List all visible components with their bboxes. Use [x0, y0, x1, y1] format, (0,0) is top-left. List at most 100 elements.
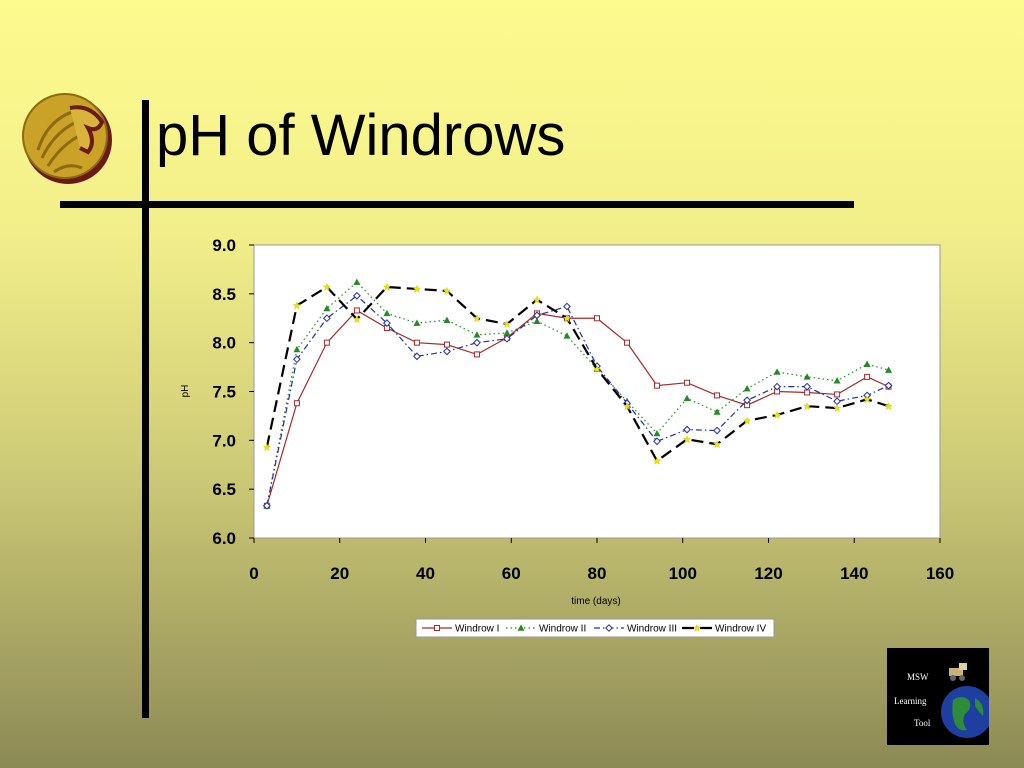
- data-point: [262, 443, 271, 452]
- series-layer: [262, 278, 893, 510]
- legend-item: Windrow IV: [682, 624, 766, 635]
- data-point: [885, 366, 893, 373]
- data-point: [472, 314, 481, 323]
- data-point: [653, 429, 661, 437]
- data-point: [383, 319, 391, 328]
- legend-item: Windrow I: [422, 624, 499, 635]
- data-point: [592, 364, 602, 373]
- data-point: [442, 286, 451, 295]
- data-point: [443, 341, 450, 348]
- data-point: [743, 384, 751, 392]
- data-point: [382, 282, 391, 291]
- pegasus-logo-icon: [22, 93, 112, 184]
- data-point: [533, 311, 541, 320]
- y-tick-label: 6.5: [212, 480, 236, 499]
- data-point: [654, 382, 661, 389]
- data-point: [684, 379, 691, 386]
- legend-label: Windrow II: [539, 624, 586, 635]
- data-point: [803, 382, 811, 391]
- data-point: [383, 309, 391, 317]
- data-point: [803, 402, 812, 411]
- data-point: [743, 416, 752, 425]
- series-line: [265, 285, 889, 463]
- data-point: [713, 408, 721, 415]
- data-point: [503, 334, 511, 343]
- legend-item: Windrow III: [594, 624, 677, 635]
- data-point: [863, 360, 871, 367]
- data-point: [443, 316, 451, 324]
- data-point: [473, 331, 481, 338]
- legend-swatch-marker: [434, 625, 440, 631]
- data-point: [353, 307, 360, 314]
- data-point: [714, 392, 721, 399]
- x-axis: 0 20 40 60 80 100 120 140 160: [249, 538, 954, 583]
- data-point: [683, 394, 691, 402]
- data-point: [653, 456, 662, 465]
- x-tick-label: 140: [840, 564, 868, 583]
- y-axis-label: pH: [180, 385, 191, 398]
- series-4: [262, 282, 893, 465]
- data-point: [412, 284, 421, 293]
- data-point: [594, 315, 600, 322]
- y-tick-label: 7.0: [212, 431, 236, 450]
- vertical-rule: [142, 100, 149, 718]
- y-tick-label: 8.0: [212, 334, 236, 353]
- series-line: [266, 281, 889, 506]
- data-point: [713, 440, 722, 449]
- x-tick-label: 60: [502, 564, 521, 583]
- y-axis: 6.0 6.5 7.0 7.5 8.0 8.5 9.0: [212, 236, 254, 548]
- legend-swatch-marker: [692, 623, 702, 632]
- data-point: [443, 347, 451, 356]
- data-point: [833, 404, 842, 412]
- data-point: [884, 402, 893, 411]
- data-point: [884, 381, 893, 390]
- legend-swatch-marker: [605, 624, 613, 632]
- legend: Windrow I Windrow II Windrow III Windrow IV: [415, 618, 775, 638]
- data-point: [502, 320, 511, 329]
- series-line: [266, 309, 889, 506]
- data-point: [773, 368, 781, 375]
- data-point: [563, 332, 571, 339]
- data-point: [683, 435, 692, 444]
- legend-item: Windrow II: [506, 624, 586, 635]
- data-point: [413, 319, 421, 326]
- y-tick-label: 9.0: [212, 236, 236, 255]
- badge-line-1: MSW: [907, 672, 929, 682]
- data-point: [413, 339, 420, 346]
- data-point: [532, 295, 541, 304]
- x-tick-label: 100: [669, 564, 697, 583]
- data-point: [743, 396, 751, 405]
- data-point: [473, 351, 480, 358]
- data-point: [322, 282, 331, 291]
- data-point: [773, 410, 782, 419]
- series-line: [266, 295, 889, 506]
- data-point: [713, 426, 721, 435]
- data-point: [352, 291, 361, 300]
- x-tick-label: 40: [416, 564, 435, 583]
- x-tick-label: 0: [249, 564, 258, 583]
- legend-swatch-marker: [517, 624, 525, 631]
- data-point: [683, 425, 691, 434]
- data-point: [804, 389, 811, 396]
- data-point: [562, 314, 572, 323]
- msw-learning-tool-badge: MSW Learning Tool: [887, 648, 989, 745]
- slide-title: pH of Windrows: [156, 103, 566, 168]
- data-point: [292, 355, 301, 364]
- data-point: [322, 314, 331, 323]
- data-point: [323, 304, 331, 312]
- x-tick-label: 20: [330, 564, 349, 583]
- data-point: [262, 501, 271, 510]
- badge-line-3: Tool: [914, 718, 931, 728]
- x-tick-label: 160: [926, 564, 954, 583]
- data-point: [292, 301, 301, 310]
- legend-label: Windrow IV: [715, 624, 766, 635]
- x-tick-label: 120: [754, 564, 782, 583]
- data-point: [473, 338, 481, 347]
- ph-line-chart: 6.0 6.5 7.0 7.5 8.0 8.5 9.0 0 20 40 60 80 100 120 140…: [180, 236, 954, 638]
- data-point: [653, 437, 661, 446]
- badge-line-2: Learning: [894, 696, 927, 706]
- x-tick-label: 80: [588, 564, 607, 583]
- legend-label: Windrow I: [455, 624, 499, 635]
- data-point: [293, 345, 301, 353]
- data-point: [773, 382, 781, 391]
